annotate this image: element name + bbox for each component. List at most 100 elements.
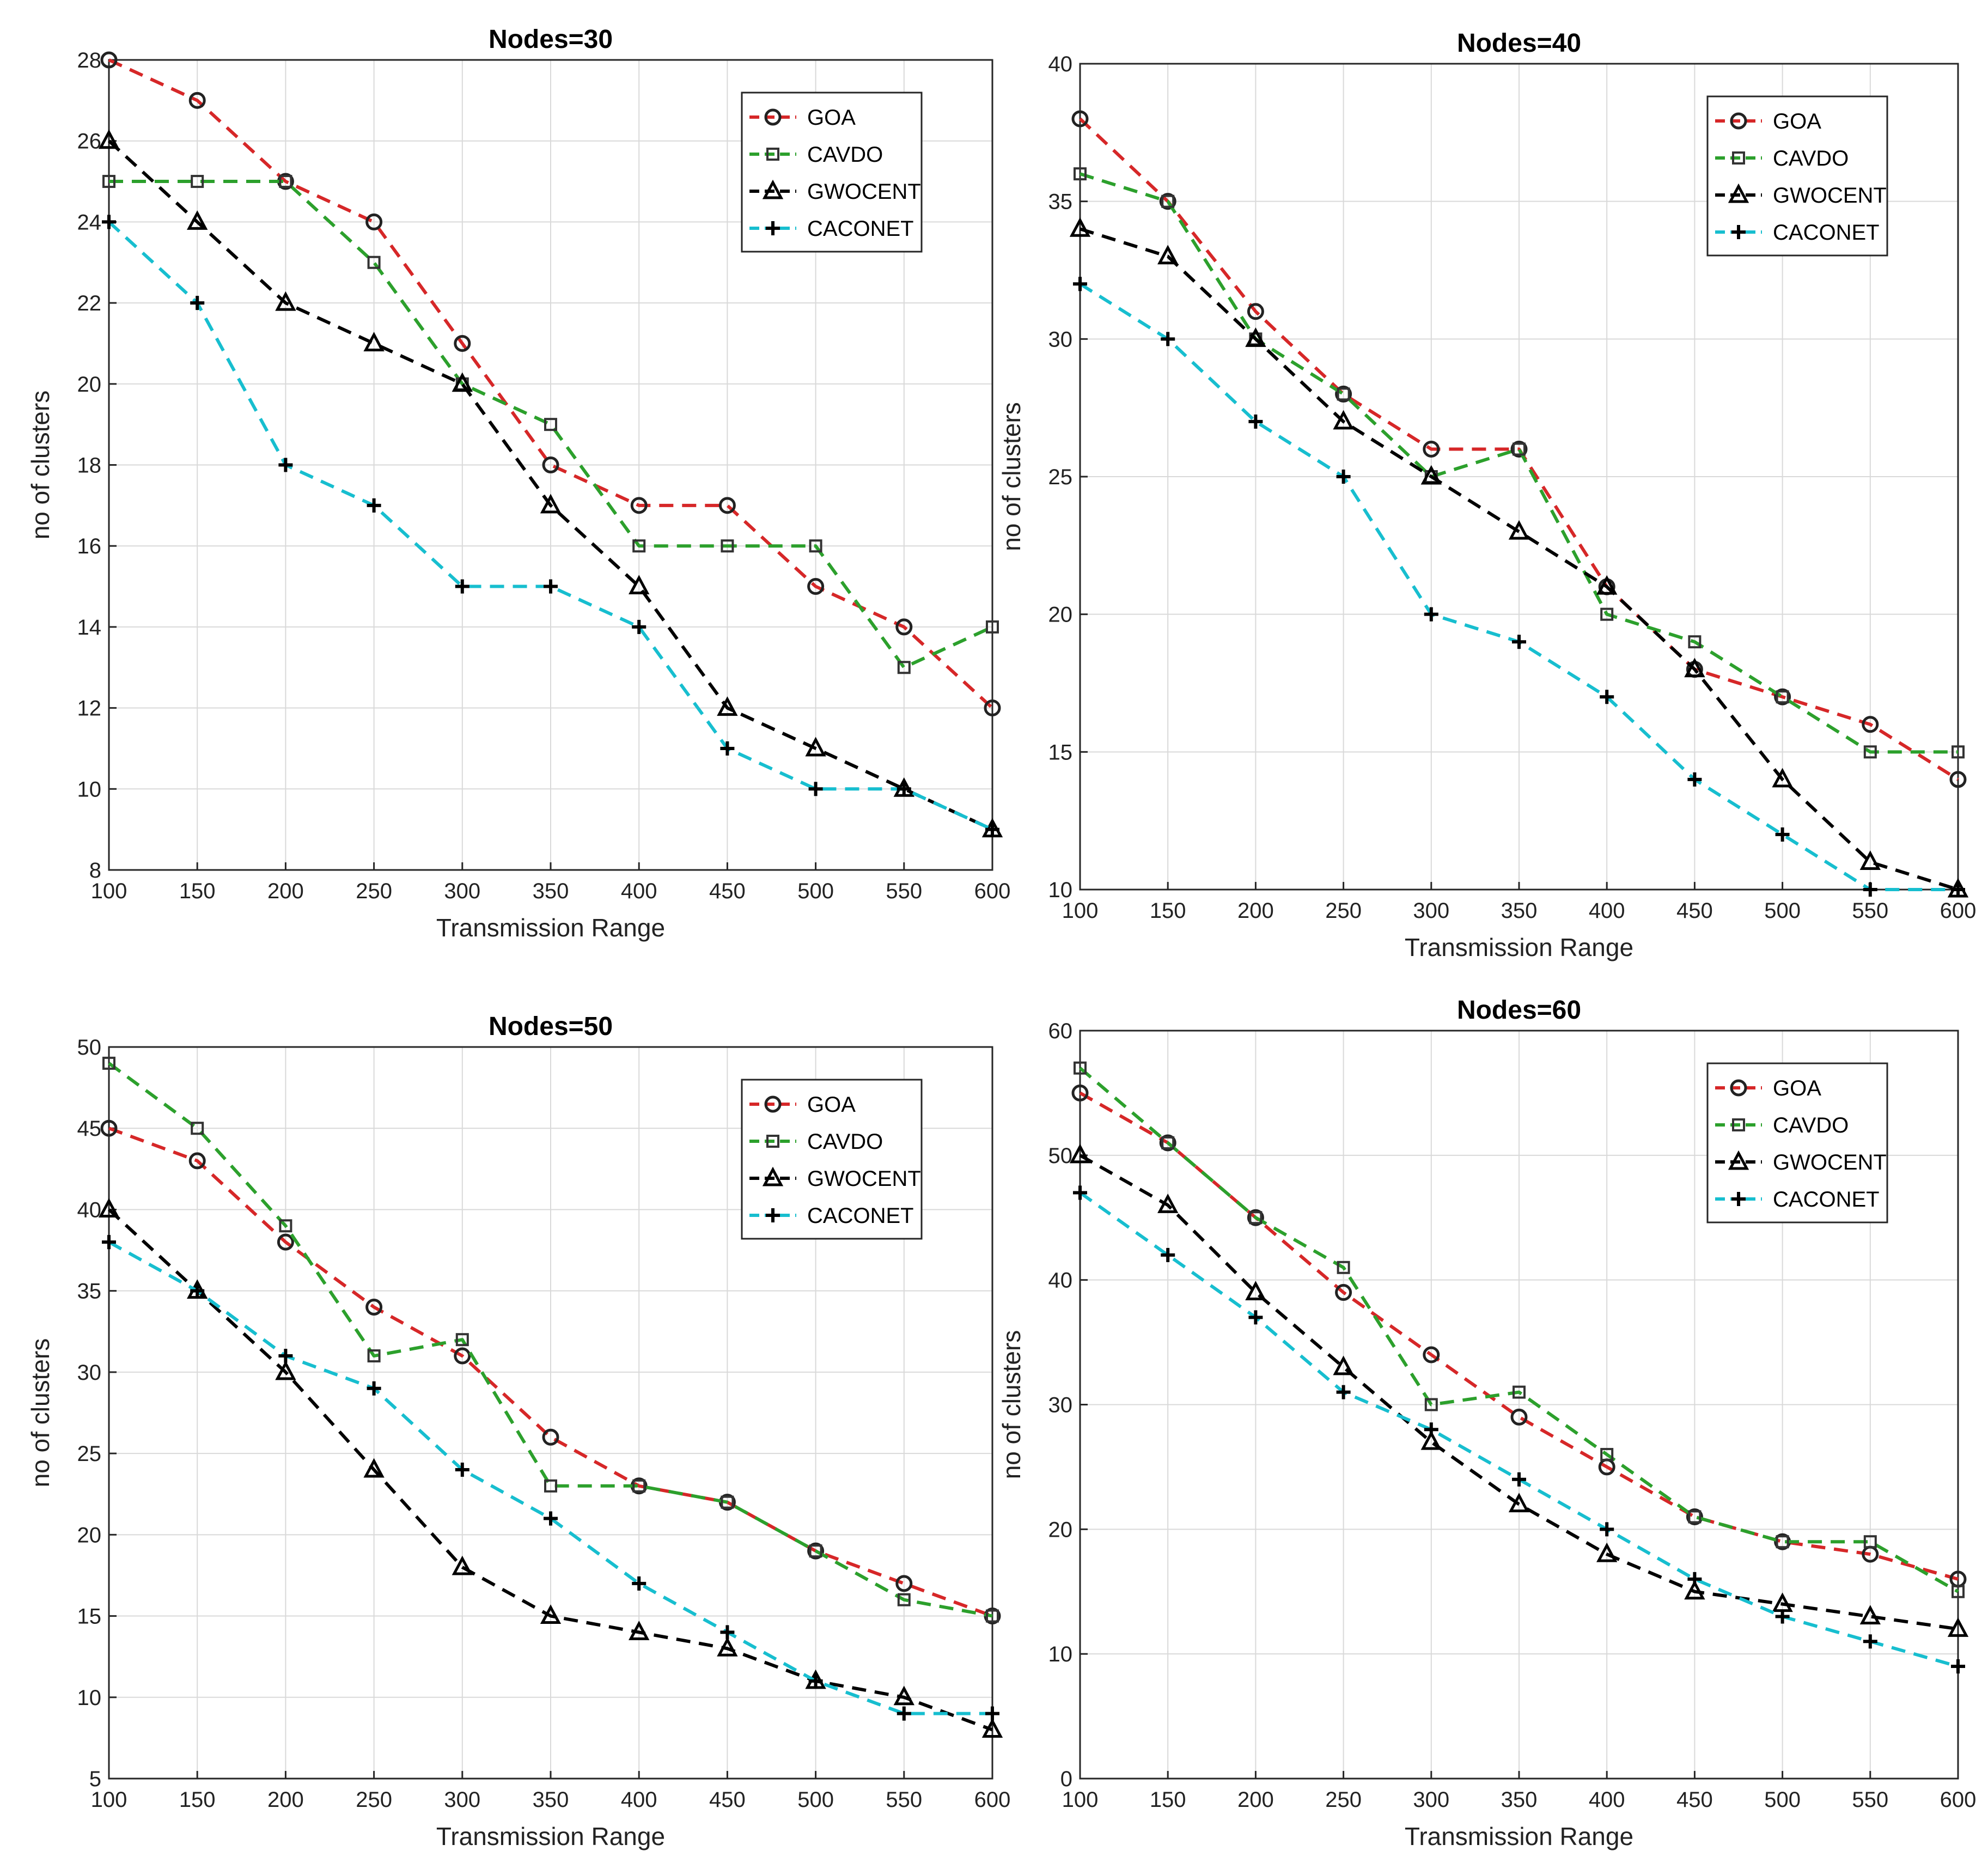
panel-1-legend-label: CAVDO (807, 143, 883, 167)
panel-3-series-gwocent-point (98, 1198, 120, 1217)
panel-4-series-cavdo-point (1424, 1398, 1438, 1411)
panel-4-series-caconet-point (1248, 1310, 1263, 1325)
panel-4-series-goa-point (1423, 1346, 1440, 1363)
panel-1-y-tick-label: 14 (77, 616, 102, 640)
panel-1-x-tick-label: 200 (267, 879, 304, 903)
panel-2-series-goa-point (1071, 110, 1089, 127)
panel-3-legend-marker (762, 1166, 784, 1186)
panel-3-series-cavdo-point (102, 1056, 115, 1070)
panel-1-y-tick-label: 22 (77, 291, 102, 315)
panel-1-series-goa-point (984, 699, 1001, 717)
panel-3-series-gwocent-point (540, 1604, 562, 1624)
panel-4-legend-label: CACONET (1773, 1188, 1880, 1212)
panel-2-legend: GOA CAVDO GWOCENT CACONET (1706, 95, 1888, 257)
panel-4-series-caconet-point (1863, 1634, 1877, 1649)
panel-3: 100 150 200 250 300 350 400 450 500 550 600 5 10 15 20… (26, 1012, 1010, 1850)
panel-2-series-gwocent-point (1245, 327, 1266, 347)
panel-2-y-tick-label: 30 (1048, 327, 1073, 351)
panel-2-series-caconet-point (1687, 772, 1702, 787)
panel-4-series-cavdo-point (1337, 1261, 1350, 1274)
panel-1-legend-marker (762, 179, 784, 199)
panel-2-x-tick-label: 350 (1501, 899, 1538, 923)
panel-4-x-tick-label: 550 (1852, 1788, 1888, 1812)
panel-4-series-goa-point (1071, 1084, 1089, 1101)
panel-1-x-tick-label: 400 (621, 879, 657, 903)
panel-4-legend-marker (1730, 1079, 1747, 1097)
panel-3-series-cavdo-point (897, 1593, 911, 1606)
panel-3-series-goa-point (807, 1542, 825, 1560)
panel-3-series-gwocent-point (363, 1458, 385, 1478)
panel-4-legend-marker (1732, 1118, 1745, 1131)
panel-2-series-gwocent-line (1080, 227, 1959, 891)
panel-3-series-goa-point (365, 1299, 383, 1316)
panel-3-y-tick-label: 35 (77, 1280, 102, 1304)
panel-1-x-tick-label: 100 (91, 879, 127, 903)
panel-2-title: Nodes=40 (1457, 29, 1581, 58)
panel-1-x-tick-label: 150 (179, 879, 216, 903)
panel-2-y-axis-label: no of clusters (997, 402, 1026, 551)
panel-3-legend-label: CACONET (807, 1204, 914, 1228)
panel-2-legend-marker (1730, 112, 1747, 130)
panel-4-x-tick-label: 250 (1325, 1788, 1362, 1812)
panel-1-title: Nodes=30 (489, 25, 613, 54)
panel-1-series-cavdo-point (102, 175, 115, 188)
panel-2-series-goa-point (1862, 716, 1879, 733)
panel-1-series-caconet-point (367, 498, 381, 513)
panel-4-y-axis-label: no of clusters (997, 1330, 1026, 1480)
panel-4-series-caconet-point (1951, 1659, 1965, 1674)
panel-3-x-tick-label: 400 (621, 1788, 657, 1812)
panel-4-x-tick-label: 600 (1940, 1788, 1977, 1812)
panel-3-series-cavdo-point (455, 1333, 469, 1347)
panel-2-series-cavdo-point (1161, 194, 1175, 208)
panel-1-series-goa (100, 51, 1001, 717)
panel-2-series-cavdo-point (1952, 745, 1965, 759)
panel-2-series-goa-point (1949, 771, 1967, 788)
panel-3-legend-item-gwocent: GWOCENT (749, 1166, 921, 1191)
panel-3-y-tick-label: 25 (77, 1442, 102, 1466)
panel-4-legend-item-goa: GOA (1715, 1076, 1821, 1100)
panel-3-series-cavdo-point (544, 1479, 557, 1493)
panel-4-series-gwocent-point (1333, 1355, 1354, 1375)
panel-2-legend-label: GOA (1773, 109, 1821, 133)
panel-4-series-caconet-point (1424, 1422, 1438, 1437)
panel-2-series-cavdo-point (1863, 745, 1877, 759)
panel-2-legend-marker (1728, 183, 1749, 203)
panel-2-series-caconet-point (1336, 470, 1351, 484)
panel-2-series-cavdo-line (1080, 172, 1958, 754)
panel-2-x-tick-label: 550 (1852, 899, 1888, 923)
panel-2-series-goa-point (1159, 193, 1176, 210)
panel-3-series-caconet-point (632, 1576, 647, 1591)
panel-3-legend-marker (766, 1208, 780, 1222)
panel-3-series-cavdo-point (632, 1479, 646, 1493)
panel-2-legend-label: GWOCENT (1773, 184, 1887, 208)
panel-1-legend-marker (766, 221, 780, 235)
panel-3-legend-marker (766, 1135, 779, 1148)
panel-3-series-cavdo-point (721, 1495, 734, 1509)
panel-2-y-tick-label: 35 (1048, 190, 1073, 214)
panel-2-legend-label: CAVDO (1773, 147, 1849, 171)
panel-2-x-tick-label: 450 (1676, 899, 1713, 923)
panel-2-legend-marker (1731, 225, 1746, 239)
panel-4-legend-label: GWOCENT (1773, 1150, 1887, 1174)
panel-3-series-gwocent-point (629, 1621, 650, 1640)
panel-4-series-gwocent-line (1079, 1154, 1959, 1631)
panel-3-legend-item-cavdo: CAVDO (749, 1130, 883, 1154)
panel-4-series-goa-point (1686, 1508, 1703, 1525)
panel-4-series-cavdo-line (1079, 1067, 1959, 1593)
panel-3-legend-marker (764, 1095, 782, 1113)
panel-4-x-axis-label: Transmission Range (1405, 1822, 1633, 1850)
panel-3-series-caconet-point (278, 1349, 293, 1363)
panel-1-series-cavdo-line (109, 180, 993, 669)
panel-3-y-tick-label: 30 (77, 1361, 102, 1385)
panel-2-y-tick-label: 40 (1048, 52, 1073, 76)
panel-2-series-cavdo-point (1074, 167, 1087, 181)
panel-4-series-cavdo-point (1074, 1061, 1087, 1075)
panel-2-series-goa-point (1247, 303, 1264, 320)
panel-2-x-tick-label: 300 (1413, 899, 1449, 923)
panel-4-y-tick-label: 40 (1048, 1269, 1073, 1293)
panel-3-y-tick-label: 15 (77, 1605, 102, 1629)
panel-3-series-caconet-point (455, 1462, 469, 1477)
panel-3-y-axis-label: no of clusters (26, 1338, 54, 1488)
panel-1-legend: GOA CAVDO GWOCENT CACONET (741, 92, 923, 253)
